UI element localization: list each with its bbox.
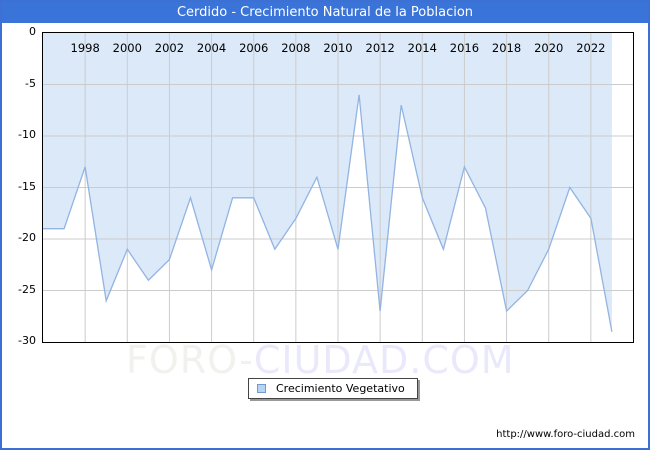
x-axis-label: 2002 (155, 41, 184, 55)
chart-title: Cerdido - Crecimiento Natural de la Pobl… (2, 2, 648, 23)
footer-url[interactable]: http://www.foro-ciudad.com (496, 429, 635, 440)
watermark: FORO-CIUDAD.COM (126, 338, 515, 382)
x-axis-label: 2022 (576, 41, 605, 55)
x-axis-label: 2014 (408, 41, 437, 55)
legend: Crecimiento Vegetativo (248, 378, 418, 399)
y-axis-label: -5 (25, 76, 36, 90)
y-axis-label: -30 (18, 334, 36, 347)
plot-area: 1998 2000 2002 2004 2006 2008 2010 2012 2014 2016… (42, 32, 634, 343)
x-axis-label: 1998 (71, 41, 100, 55)
x-axis-label: 2000 (113, 41, 142, 55)
x-axis-label: 2016 (450, 41, 479, 55)
x-axis-label: 2008 (281, 41, 310, 55)
x-axis-label: 2012 (366, 41, 395, 55)
data-line (43, 94, 613, 332)
x-axis-label: 2010 (323, 41, 352, 55)
legend-label: Crecimiento Vegetativo (276, 382, 405, 395)
y-axis-label: 0 (29, 25, 36, 38)
y-axis-label: -10 (18, 128, 36, 141)
area-fill (43, 33, 612, 332)
area-chart: 1998 2000 2002 2004 2006 2008 2010 2012 2014 2016… (43, 33, 633, 342)
watermark-left: FORO- (126, 338, 254, 382)
legend-marker-icon (257, 384, 266, 393)
x-axis-label: 2004 (197, 41, 226, 55)
x-axis-label: 2018 (492, 41, 521, 55)
x-axis-label: 2006 (239, 41, 268, 55)
x-axis-label: 2020 (534, 41, 563, 55)
y-axis-label: -20 (18, 231, 36, 244)
watermark-right: CIUDAD.COM (253, 338, 515, 382)
y-axis-label: -25 (18, 282, 36, 296)
y-axis-label: -15 (18, 179, 36, 193)
